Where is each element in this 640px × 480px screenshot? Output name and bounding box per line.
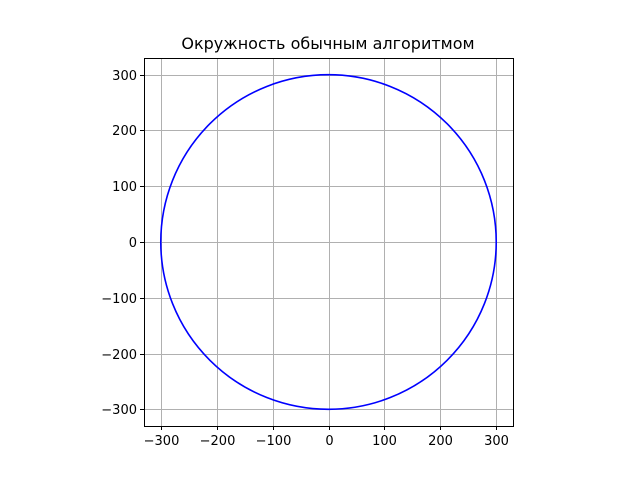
y-tick-label: −300 — [101, 403, 137, 418]
y-tick-label: −200 — [101, 348, 137, 363]
series-circle-line — [159, 73, 498, 411]
x-tick-label: 0 — [325, 434, 333, 449]
x-axis: −300 −200 −100 0 100 200 300 — [144, 426, 509, 449]
x-tick-label: 100 — [372, 434, 397, 449]
chart-title: Окружность обычным алгоритмом — [181, 34, 474, 53]
y-tick-label: 0 — [129, 236, 137, 251]
y-tick-label: 300 — [112, 69, 137, 84]
x-tick-label: −200 — [200, 434, 236, 449]
x-tick-label: −100 — [256, 434, 292, 449]
x-tick-label: −300 — [144, 434, 180, 449]
y-tick-label: 100 — [112, 180, 137, 195]
y-tick-label: 200 — [112, 124, 137, 139]
x-tick-label: 300 — [484, 434, 509, 449]
y-tick-label: −100 — [101, 292, 137, 307]
x-tick-label: 200 — [428, 434, 453, 449]
y-axis: −300 −200 −100 0 100 200 300 — [101, 69, 144, 418]
plot-axes: −300 −200 −100 0 100 200 300 −300 −200 −100 0 100 2… — [101, 58, 514, 449]
series-layer — [159, 73, 498, 411]
